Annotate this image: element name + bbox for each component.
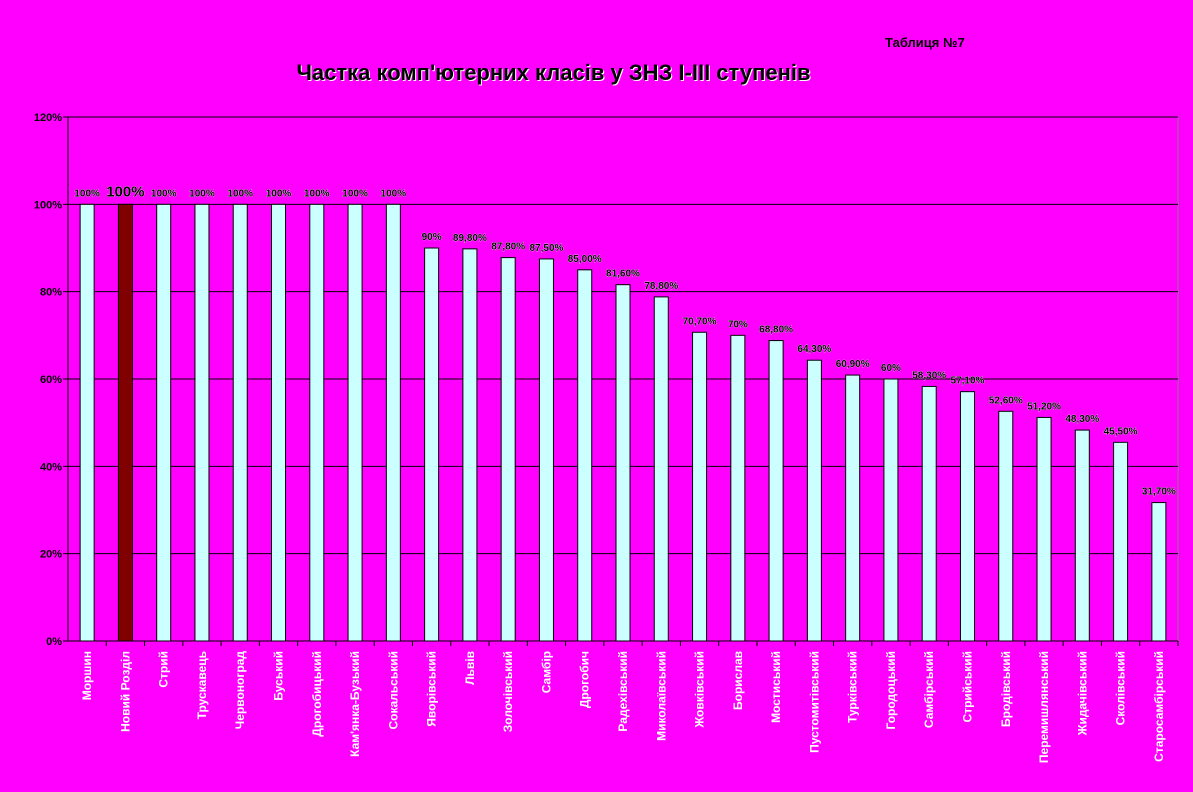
data-label: 78,80%: [644, 281, 678, 292]
data-label: 100%: [74, 188, 100, 199]
bar: [347, 203, 363, 642]
y-tick-label: 100%: [34, 199, 62, 211]
data-label: 100%: [227, 188, 253, 199]
bar: [1151, 502, 1167, 642]
data-label: 70%: [728, 319, 748, 330]
data-label: 48,30%: [1065, 414, 1099, 425]
bar: [883, 378, 899, 642]
bar: [194, 203, 210, 642]
bar: [232, 203, 248, 642]
bar: [1074, 429, 1090, 642]
x-tick-label: Мостиський: [769, 651, 783, 723]
data-label: 51,20%: [1027, 401, 1061, 412]
bar: [806, 359, 822, 642]
data-label: 57,10%: [951, 376, 985, 387]
bar: [615, 284, 631, 642]
bar: [424, 247, 440, 642]
data-label: 85,00%: [568, 254, 602, 265]
data-label: 64,30%: [797, 344, 831, 355]
bar: [309, 203, 325, 642]
x-tick-label: Стрий: [157, 651, 171, 688]
bar: [921, 385, 937, 642]
x-tick-label: Золочівський: [501, 651, 515, 732]
y-tick-label: 40%: [40, 461, 62, 473]
data-label: 60%: [881, 363, 901, 374]
data-label: 60,90%: [836, 359, 870, 370]
data-label: 100%: [266, 188, 292, 199]
chart-title: Частка комп'ютерних класів у ЗНЗ І-ІІІ с…: [296, 60, 811, 85]
bar: [271, 203, 287, 642]
data-label: 45,50%: [1104, 426, 1138, 437]
bar: [730, 334, 746, 642]
data-label: 89,80%: [453, 233, 487, 244]
y-tick-label: 60%: [40, 374, 62, 386]
data-label: 70,70%: [683, 316, 717, 327]
bar: [156, 203, 172, 642]
x-tick-label: Дрогобицький: [310, 651, 324, 737]
x-tick-label: Жовківський: [693, 651, 707, 729]
x-tick-label: Червоноград: [233, 651, 247, 730]
x-tick-label: Перемишлянський: [1037, 651, 1051, 763]
x-tick-label: Миколаївський: [654, 651, 668, 741]
data-label: 100%: [381, 188, 407, 199]
bar: [462, 248, 478, 642]
data-label: 100%: [106, 183, 144, 200]
data-label: 100%: [342, 188, 368, 199]
data-label: 87,50%: [529, 243, 563, 254]
bar: [79, 203, 95, 642]
x-tick-label: Сколівський: [1114, 651, 1128, 725]
x-tick-label: Пустомитівський: [807, 651, 821, 753]
x-tick-label: Старосамбірський: [1152, 651, 1166, 762]
x-tick-label: Сокальський: [386, 651, 400, 730]
bar: [500, 257, 516, 642]
bar: [998, 410, 1014, 642]
data-label: 90%: [422, 232, 442, 243]
table-number-label: Таблиця №7: [885, 35, 965, 50]
bar: [1036, 416, 1052, 642]
x-tick-label: Дрогобич: [578, 651, 592, 708]
y-tick-label: 80%: [40, 287, 62, 299]
data-label: 100%: [304, 188, 330, 199]
x-tick-label: Борислав: [731, 651, 745, 710]
bar: [845, 374, 861, 642]
data-label: 100%: [189, 188, 215, 199]
bar: [692, 331, 708, 642]
x-tick-label: Радехівський: [616, 651, 630, 732]
y-tick-label: 120%: [34, 112, 62, 124]
bar: [768, 340, 784, 642]
bar: [385, 203, 401, 642]
x-tick-label: Самбір: [539, 651, 553, 693]
y-tick-label: 20%: [40, 549, 62, 561]
bar: [577, 269, 593, 642]
bar: [653, 296, 669, 642]
bar: [538, 258, 554, 642]
data-label: 100%: [151, 188, 177, 199]
x-tick-label: Яворівський: [425, 651, 439, 727]
x-tick-label: Турківський: [846, 651, 860, 723]
x-tick-label: Самбірський: [922, 651, 936, 728]
x-tick-label: Новий Розділ: [118, 651, 132, 732]
x-tick-label: Городоцький: [884, 651, 898, 730]
x-tick-label: Бродівський: [999, 651, 1013, 727]
x-tick-label: Львів: [463, 651, 477, 685]
bar: [959, 391, 975, 642]
data-label: 68,80%: [759, 325, 793, 336]
x-tick-label: Моршин: [80, 651, 94, 700]
x-tick-label: Трускавець: [195, 651, 209, 719]
y-tick-label: 0%: [46, 636, 62, 648]
x-tick-label: Жидачівський: [1075, 651, 1089, 736]
data-label: 81,60%: [606, 269, 640, 280]
x-tick-label: Кам'янка-Бузький: [348, 651, 362, 757]
x-tick-label: Буський: [272, 651, 286, 701]
data-label: 87,80%: [491, 242, 525, 253]
data-label: 52,60%: [989, 395, 1023, 406]
data-label: 58,30%: [912, 370, 946, 381]
bar: [117, 203, 133, 642]
data-label: 31,70%: [1142, 487, 1176, 498]
x-tick-label: Стрийський: [960, 651, 974, 722]
bar: [1113, 441, 1129, 642]
